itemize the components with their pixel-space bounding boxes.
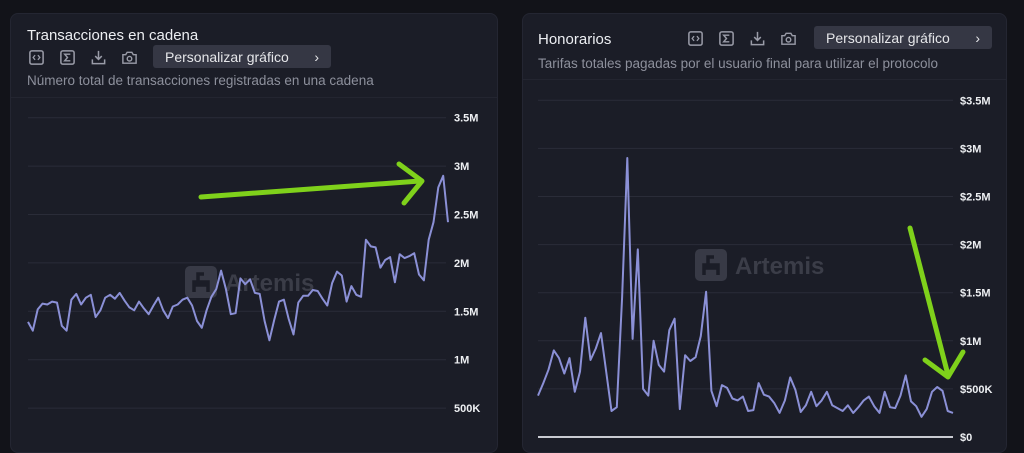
artemis-watermark-logo: Artemis bbox=[185, 266, 314, 298]
fees-line-chart: $0 $500K $1M $1.5M $2M $2.5M $3M $3.5M Artemis bbox=[537, 95, 992, 443]
chart-title: Transacciones en cadena bbox=[27, 27, 199, 44]
header-divider bbox=[523, 79, 1006, 80]
y-axis-tick-label: 1.5M bbox=[454, 306, 478, 318]
sigma-icon[interactable] bbox=[59, 49, 76, 66]
download-icon[interactable] bbox=[90, 49, 107, 66]
camera-icon[interactable] bbox=[121, 49, 138, 66]
customize-chart-label: Personalizar gráfico bbox=[165, 48, 289, 65]
chart-subtitle: Número total de transacciones registrada… bbox=[27, 73, 374, 88]
y-axis-tick-label: 3.5M bbox=[454, 113, 478, 125]
data-line bbox=[27, 174, 449, 342]
data-line bbox=[537, 157, 954, 418]
y-axis-tick-label: $2M bbox=[960, 240, 981, 252]
y-axis-tick-label: $3M bbox=[960, 143, 981, 155]
chart-title: Honorarios bbox=[538, 31, 612, 48]
chart-toolbar bbox=[28, 49, 138, 66]
y-axis-tick-label: $1M bbox=[960, 336, 981, 348]
embed-code-icon[interactable] bbox=[687, 30, 704, 47]
chart-toolbar bbox=[687, 30, 797, 47]
y-axis-tick-label: 2.5M bbox=[454, 210, 478, 222]
y-axis-tick-label: 500K bbox=[454, 403, 480, 415]
y-axis-tick-label: $0 bbox=[960, 432, 972, 443]
annotation-arrow-down-icon bbox=[907, 225, 966, 380]
y-axis-tick-label: 1M bbox=[454, 355, 469, 367]
y-axis-tick-label: 2M bbox=[454, 258, 469, 270]
annotation-arrow-right-icon bbox=[198, 161, 425, 206]
sigma-icon[interactable] bbox=[718, 30, 735, 47]
chevron-right-icon: › bbox=[975, 29, 980, 46]
customize-chart-button[interactable]: Personalizar gráfico › bbox=[814, 26, 992, 49]
download-icon[interactable] bbox=[749, 30, 766, 47]
fees-chart-card: Honorarios Personalizar gráfico › Tarifa… bbox=[522, 13, 1007, 453]
customize-chart-button[interactable]: Personalizar gráfico › bbox=[153, 45, 331, 68]
transactions-line-chart: 500K 1M 1.5M 2M 2.5M 3M 3.5M Artemis bbox=[27, 113, 480, 415]
artemis-watermark-logo: Artemis bbox=[695, 249, 824, 281]
charts-layer: 500K 1M 1.5M 2M 2.5M 3M 3.5M Artemis $0 $500K $1M… bbox=[27, 95, 992, 443]
y-axis-tick-label: $500K bbox=[960, 384, 992, 396]
y-axis-tick-label: $3.5M bbox=[960, 95, 991, 107]
chevron-right-icon: › bbox=[314, 48, 319, 65]
y-axis-tick-label: $1.5M bbox=[960, 288, 991, 300]
transactions-chart-card: Transacciones en cadena Personalizar grá… bbox=[10, 13, 498, 453]
y-axis-tick-label: $2.5M bbox=[960, 192, 991, 204]
header-divider bbox=[11, 97, 497, 98]
chart-subtitle: Tarifas totales pagadas por el usuario f… bbox=[538, 56, 938, 71]
camera-icon[interactable] bbox=[780, 30, 797, 47]
svg-text:Artemis: Artemis bbox=[735, 253, 824, 280]
customize-chart-label: Personalizar gráfico bbox=[826, 29, 950, 46]
y-axis-tick-label: 3M bbox=[454, 161, 469, 173]
embed-code-icon[interactable] bbox=[28, 49, 45, 66]
